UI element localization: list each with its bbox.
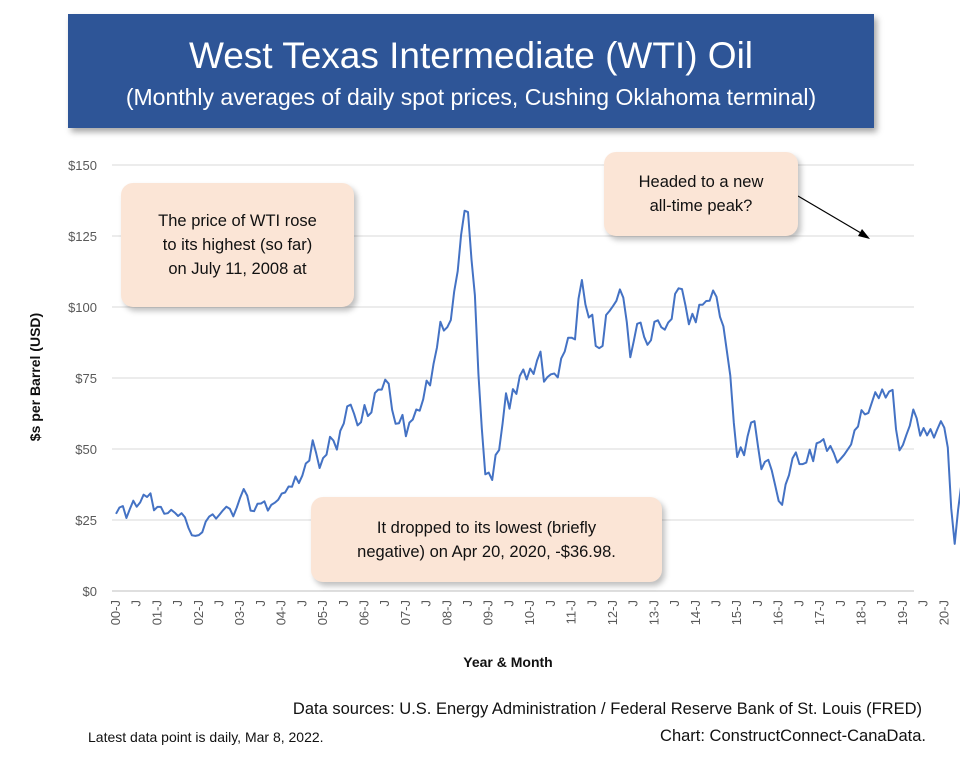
x-tick-label: J [709, 600, 724, 607]
x-tick-label: 01-J [149, 600, 164, 625]
x-tick-label: J [460, 600, 475, 607]
x-tick-label: J [501, 600, 516, 607]
series-line-wti [115, 209, 960, 545]
x-tick-label: 04-J [274, 600, 289, 625]
data-sources-note: Data sources: U.S. Energy Administration… [292, 700, 922, 718]
x-tick-label: 00-J [108, 600, 123, 625]
x-tick-label: J [957, 600, 960, 607]
x-tick-label: J [833, 600, 848, 607]
y-tick-label: $150 [68, 158, 97, 173]
x-tick-label: 12-J [605, 600, 620, 625]
x-tick-label: 10-J [522, 600, 537, 625]
y-tick-label: $75 [75, 371, 97, 386]
x-tick-label: 14-J [688, 600, 703, 625]
y-axis-title: $s per Barrel (USD) [27, 313, 43, 441]
y-tick-label: $25 [75, 513, 97, 528]
x-tick-label: 02-J [191, 600, 206, 625]
x-tick-label: 17-J [812, 600, 827, 625]
chart-title: West Texas Intermediate (WTI) Oil [188, 35, 754, 76]
x-tick-labels: 00-J J 01-J J 02-J J 03-J J 04-J J 05-J J 06-J J 07-J J… [108, 600, 960, 625]
x-tick-label: J [212, 600, 227, 607]
callout-2020-line-1: It dropped to its lowest (briefly [376, 518, 597, 537]
x-tick-label: J [419, 600, 434, 607]
x-tick-label: 13-J [646, 600, 661, 625]
y-tick-label: $0 [83, 584, 97, 599]
callout-2008-line-1: The price of WTI rose [158, 212, 317, 230]
line-chart: $0$25$50$75$100$125$150 00-J J 01-J J 02-J J 0… [27, 158, 960, 670]
x-tick-label: J [543, 600, 558, 607]
title-banner: West Texas Intermediate (WTI) Oil (Month… [68, 14, 874, 128]
x-tick-label: 19-J [895, 600, 910, 625]
latest-data-note: Latest data point is daily, Mar 8, 2022. [88, 729, 324, 745]
x-tick-label: J [791, 600, 806, 607]
x-tick-label: J [336, 600, 351, 607]
y-tick-labels: $0 $25 $50 $75 $100 $125 $150 [68, 158, 97, 599]
x-tick-label: J [874, 600, 889, 607]
x-tick-label: 20-J [936, 600, 951, 625]
callout-2008-line-2: to its highest (so far) [162, 236, 313, 254]
chart-credit: Chart: ConstructConnect-CanaData. [660, 727, 926, 745]
x-tick-label: J [916, 600, 931, 607]
x-tick-label: 06-J [356, 600, 371, 625]
x-tick-label: J [170, 600, 185, 607]
x-axis-title: Year & Month [463, 654, 552, 670]
x-tick-label: 03-J [232, 600, 247, 625]
x-tick-label: 09-J [481, 600, 496, 625]
x-tick-label: J [253, 600, 268, 607]
callout-arrow [797, 195, 867, 237]
callout-new-peak-line-1: Headed to a new [638, 173, 764, 191]
x-tick-label: 18-J [853, 600, 868, 625]
gridlines [112, 164, 914, 592]
x-tick-label: J [377, 600, 392, 607]
x-tick-label: 05-J [315, 600, 330, 625]
y-tick-label: $125 [68, 229, 97, 244]
chart-subtitle: (Monthly averages of daily spot prices, … [125, 84, 817, 110]
x-tick-label: 15-J [729, 600, 744, 625]
x-tick-label: 16-J [771, 600, 786, 625]
x-tick-label: 07-J [398, 600, 413, 625]
x-tick-label: 08-J [439, 600, 454, 625]
x-tick-label: J [129, 600, 144, 607]
y-tick-label: $100 [68, 300, 97, 315]
x-tick-label: J [667, 600, 682, 607]
callout-2020-low: It dropped to its lowest (briefly negati… [311, 497, 662, 582]
callout-2008-peak: The price of WTI rose to its highest (so… [121, 183, 354, 307]
callout-new-peak-line-2: all-time peak? [649, 197, 753, 215]
x-tick-label: J [294, 600, 309, 607]
y-tick-label: $50 [75, 442, 97, 457]
x-tick-label: J [584, 600, 599, 607]
x-tick-label: J [750, 600, 765, 607]
callout-new-peak: Headed to a new all-time peak? [604, 152, 798, 236]
callout-2020-line-2: negative) on Apr 20, 2020, -$36.98. [357, 542, 616, 561]
x-tick-label: J [626, 600, 641, 607]
callout-arrowhead [858, 229, 870, 239]
callout-2008-line-3: on July 11, 2008 at [168, 260, 307, 278]
x-tick-label: 11-J [564, 600, 579, 624]
